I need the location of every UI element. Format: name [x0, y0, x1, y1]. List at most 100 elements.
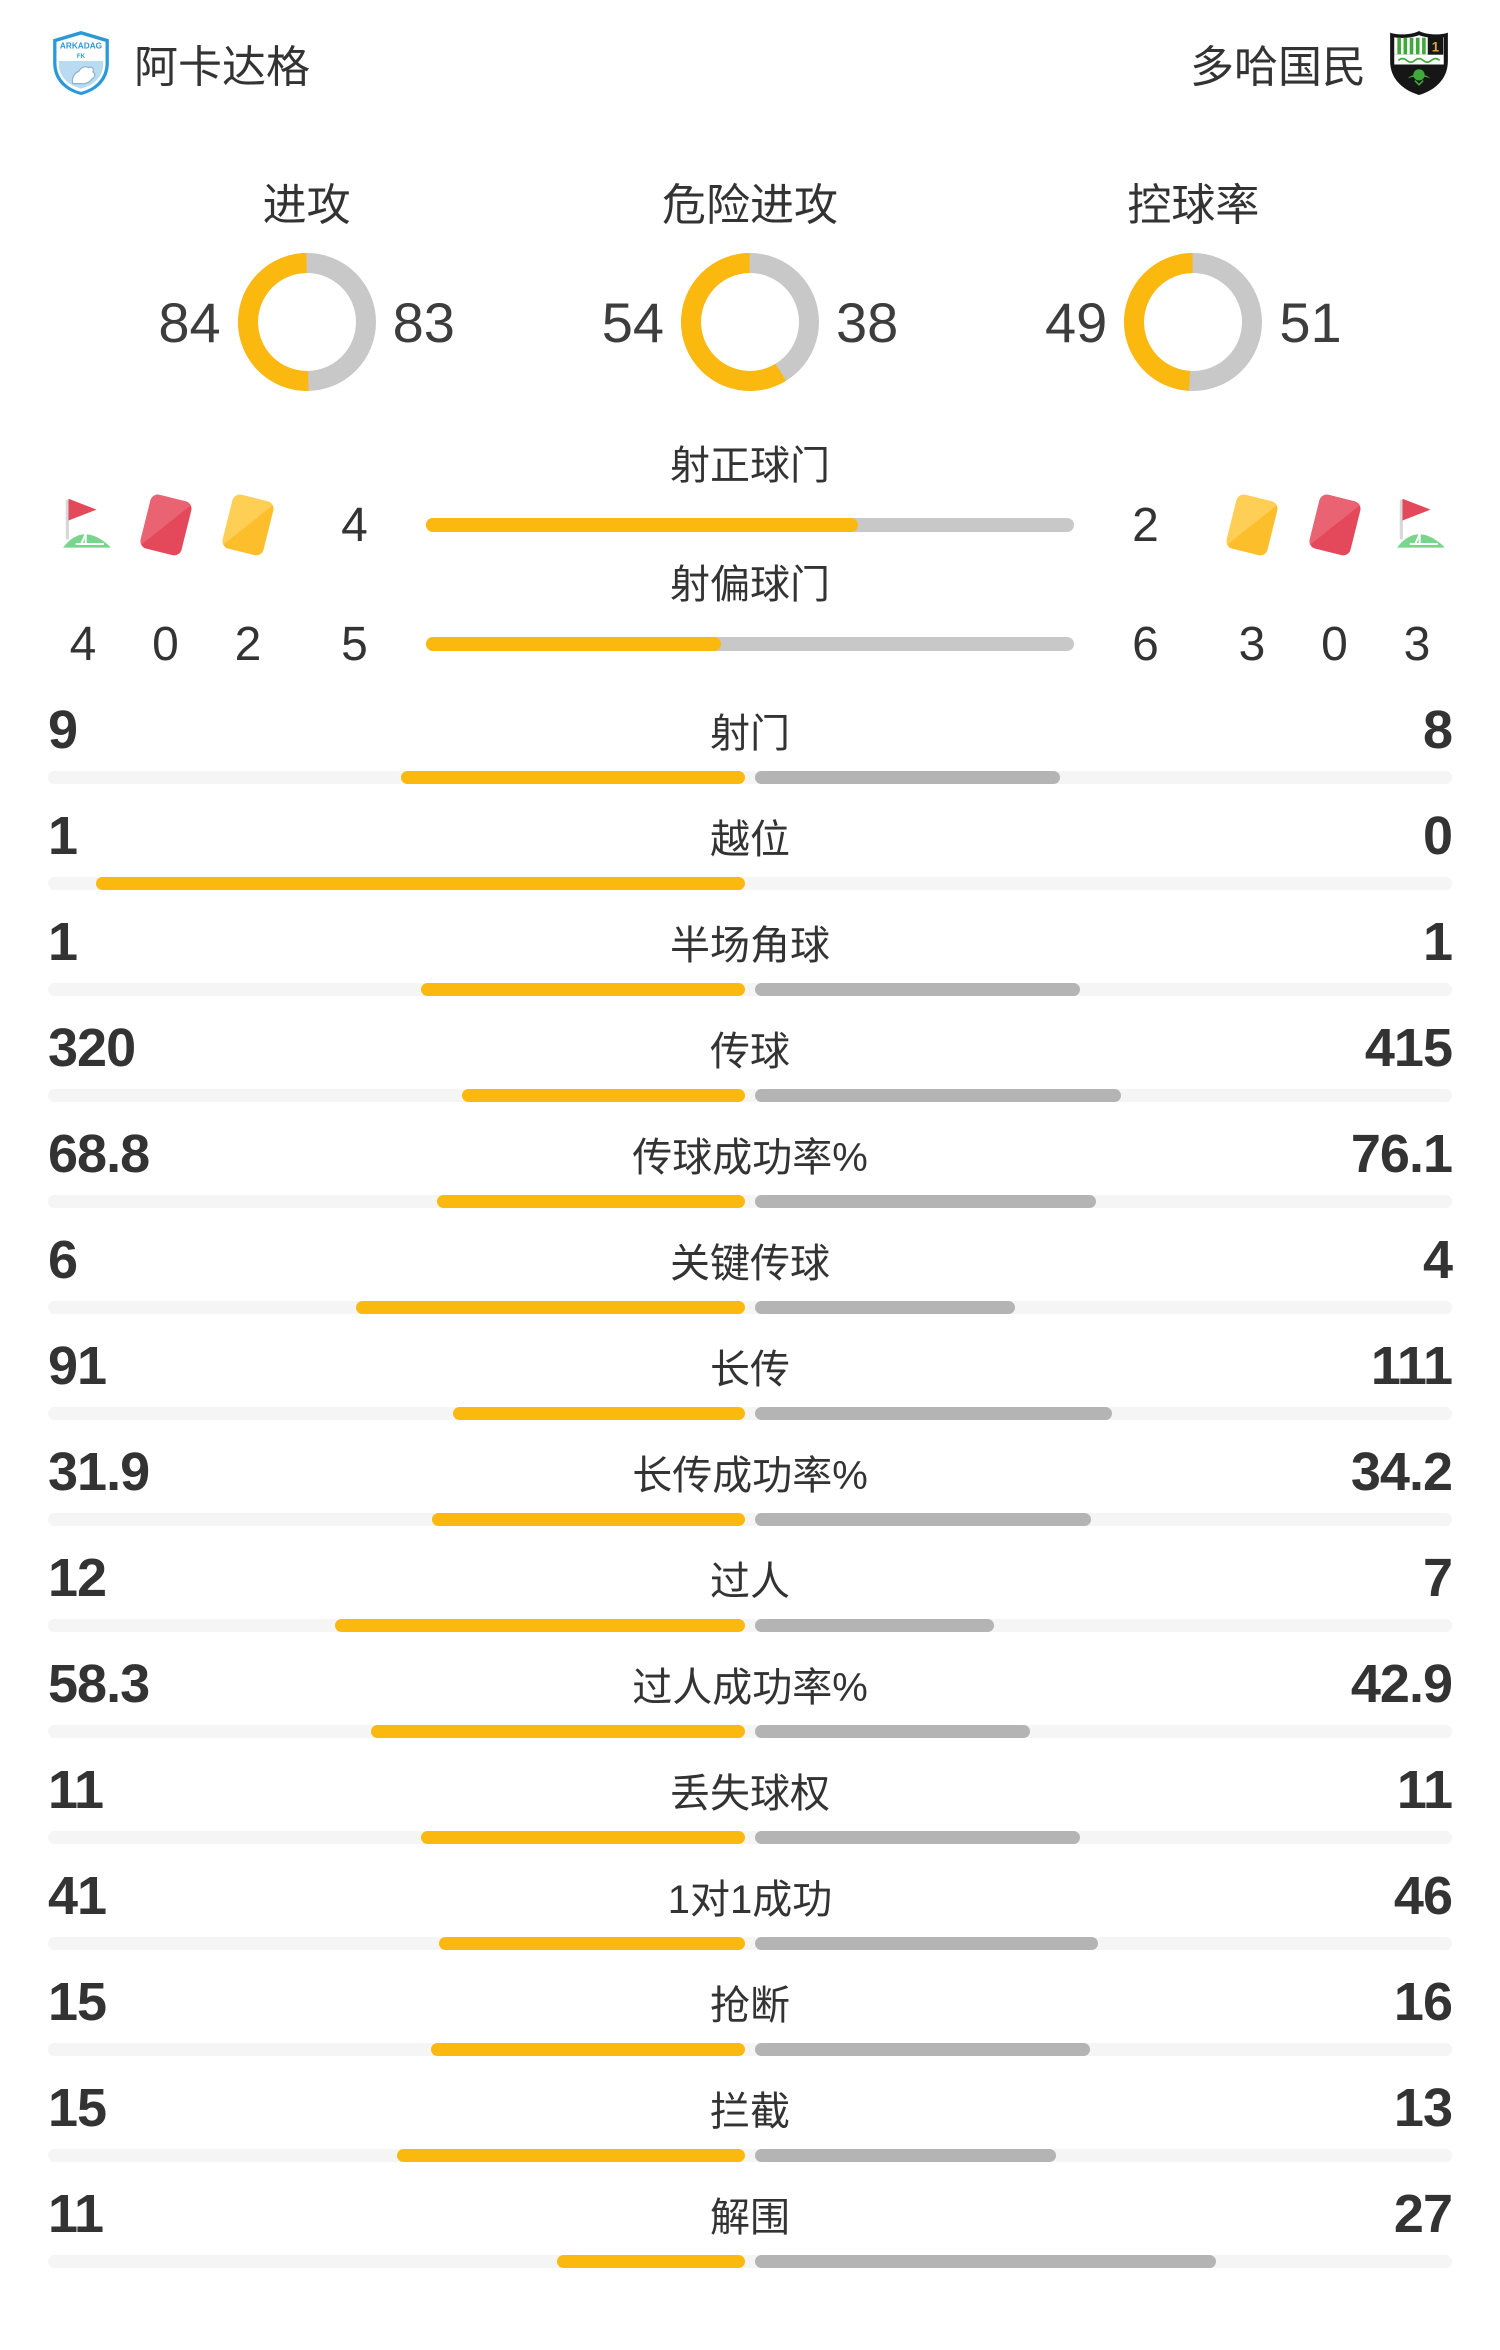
stat-label: 过人成功率%	[632, 1666, 868, 1710]
stat-bar	[48, 1831, 1452, 1844]
shots-on-target-home-value: 4	[341, 498, 368, 552]
shots-off-target-away-value: 6	[1132, 617, 1159, 671]
stat-bar	[48, 983, 1452, 996]
stat-bar-away-fill	[755, 1195, 1096, 1208]
stat-label: 抢断	[710, 1984, 790, 2028]
shots-on-target-bar-fill	[426, 518, 858, 532]
stat-label: 1对1成功	[667, 1878, 833, 1922]
stat-bar	[48, 1619, 1452, 1632]
home-team-name: 阿卡达格	[134, 43, 310, 92]
match-header: 阿卡达格 多哈国民	[0, 0, 1500, 96]
stat-home-value: 6	[48, 1230, 78, 1290]
stat-row: 1 越位 0	[0, 800, 1500, 890]
stat-bar-away-fill	[755, 983, 1080, 996]
stat-bar	[48, 1725, 1452, 1738]
shots-off-target-title: 射偏球门	[670, 563, 830, 607]
stats-list: 9 射门 8 1 越位 0 1 半场角球 1	[0, 694, 1500, 2268]
stat-row: 15 抢断 16	[0, 1966, 1500, 2056]
donut-away-value: 38	[835, 290, 899, 354]
stat-row: 11 丢失球权 11	[0, 1754, 1500, 1844]
stat-home-value: 15	[48, 1972, 107, 2032]
donut-title: 控球率	[1127, 181, 1260, 230]
stat-home-value: 9	[48, 700, 78, 760]
stat-bar-away-fill	[755, 1089, 1122, 1102]
stat-away-value: 46	[1393, 1866, 1453, 1926]
corner-flag-icon	[54, 494, 112, 556]
stat-row: 6 关键传球 4	[0, 1224, 1500, 1314]
stat-label: 越位	[710, 818, 790, 862]
stat-bar	[48, 1513, 1452, 1526]
stat-label: 长传成功率%	[632, 1454, 868, 1498]
donut-home-value: 54	[601, 290, 664, 354]
away-team-logo	[1386, 30, 1452, 96]
stat-home-value: 12	[48, 1548, 107, 1608]
stat-bar-home-fill	[355, 1301, 745, 1314]
stat-bar-home-fill	[439, 1937, 745, 1950]
donut-home-value: 84	[158, 290, 221, 354]
shots-off-target-row: 4 0 2 5 6 3 0 3	[0, 612, 1500, 676]
donut-home-value: 49	[1045, 290, 1108, 354]
stat-bar-track	[48, 2149, 1452, 2162]
stat-away-value: 42.9	[1350, 1654, 1453, 1714]
stat-bar-track	[48, 1725, 1452, 1738]
donut-away-value: 83	[392, 290, 455, 354]
stat-home-value: 68.8	[48, 1124, 150, 1184]
red-card-icon	[137, 494, 195, 556]
stat-bar	[48, 1089, 1452, 1102]
stat-bar-track	[48, 1089, 1452, 1102]
away-team-name: 多哈国民	[1190, 43, 1366, 92]
away-discipline-values: 3 0 3	[1217, 617, 1452, 672]
stat-bar-track	[48, 1301, 1452, 1314]
stat-label: 解围	[710, 2196, 790, 2240]
stat-bar	[48, 771, 1452, 784]
shots-off-target-home-value: 5	[341, 617, 368, 671]
stat-bar-track	[48, 2255, 1452, 2268]
home-discipline-values: 4 0 2	[48, 617, 283, 672]
donut-group: 进攻 84 83	[85, 180, 528, 392]
stat-away-value: 34.2	[1350, 1442, 1453, 1502]
stat-label: 拦截	[710, 2090, 790, 2134]
stat-row: 31.9 长传成功率% 34.2	[0, 1436, 1500, 1526]
stat-bar-away-fill	[755, 1725, 1031, 1738]
stat-bar	[48, 1407, 1452, 1420]
stat-home-value: 11	[48, 1760, 104, 1820]
stat-row: 15 拦截 13	[0, 2072, 1500, 2162]
stat-label: 长传	[710, 1348, 790, 1392]
stat-home-value: 58.3	[48, 1654, 150, 1714]
yellow-card-icon	[1223, 494, 1281, 556]
stat-bar	[48, 2149, 1452, 2162]
home-red-cards-value: 0	[152, 617, 179, 671]
stat-row: 12 过人 7	[0, 1542, 1500, 1632]
red-card-icon	[1306, 494, 1364, 556]
stat-bar	[48, 1937, 1452, 1950]
stat-row: 68.8 传球成功率% 76.1	[0, 1118, 1500, 1208]
stat-home-value: 31.9	[48, 1442, 150, 1502]
stat-row: 1 半场角球 1	[0, 906, 1500, 996]
stat-bar-track	[48, 2043, 1452, 2056]
home-yellow-cards-value: 2	[234, 617, 262, 671]
stat-bar-track	[48, 1831, 1452, 1844]
stat-bar	[48, 2255, 1452, 2268]
home-team-header[interactable]: 阿卡达格	[48, 30, 310, 96]
stat-away-value: 1	[1422, 912, 1453, 972]
stat-bar-home-fill	[420, 983, 745, 996]
stat-label: 传球	[710, 1030, 790, 1074]
away-discipline-icons	[1217, 494, 1452, 556]
stat-bar-home-fill	[452, 1407, 745, 1420]
stat-away-value: 11	[1396, 1760, 1453, 1820]
stat-home-value: 1	[48, 912, 78, 972]
away-team-header[interactable]: 多哈国民	[1190, 30, 1452, 96]
stat-bar-home-fill	[96, 877, 745, 890]
stat-home-value: 320	[48, 1018, 136, 1078]
stat-away-value: 16	[1393, 1972, 1453, 2032]
donut-away-value: 51	[1279, 290, 1342, 354]
stat-bar	[48, 2043, 1452, 2056]
stat-home-value: 91	[48, 1336, 107, 1396]
stat-bar-away-fill	[755, 1301, 1015, 1314]
donut-group: 危险进攻 54 38	[528, 180, 971, 392]
stat-bar-track	[48, 983, 1452, 996]
stat-bar-track	[48, 1407, 1452, 1420]
donut-chart	[237, 253, 376, 391]
stat-bar	[48, 1301, 1452, 1314]
stat-bar-away-fill	[755, 1407, 1112, 1420]
